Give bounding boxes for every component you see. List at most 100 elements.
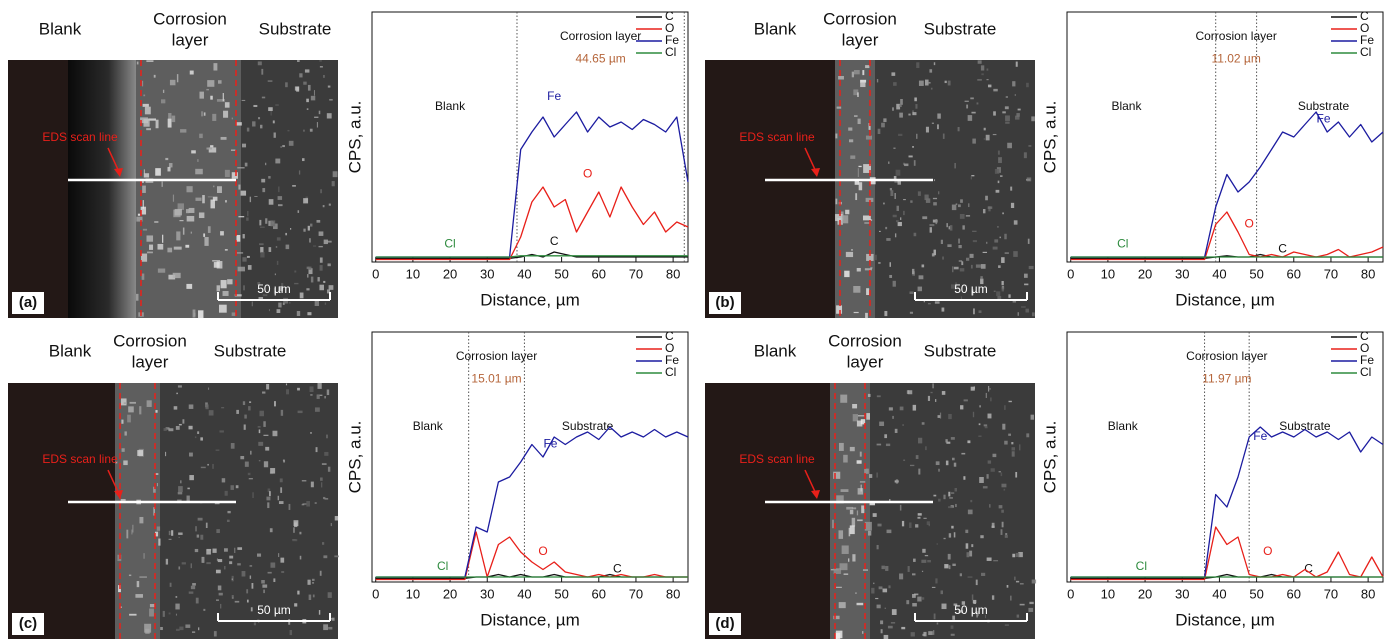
texture-speck [833, 472, 840, 479]
texture-speck [852, 507, 856, 509]
texture-speck [150, 604, 155, 607]
texture-speck [232, 579, 233, 580]
series-line [376, 532, 688, 580]
x-tick-label: 20 [1138, 586, 1152, 601]
texture-speck [993, 454, 997, 457]
texture-speck [1016, 113, 1019, 117]
texture-speck [881, 566, 884, 569]
texture-speck [200, 535, 203, 540]
sem-image: EDS scan line50 µm(c) [8, 383, 339, 639]
texture-speck [951, 492, 954, 494]
texture-speck [268, 176, 270, 179]
texture-speck [836, 199, 838, 205]
texture-speck [935, 578, 937, 583]
texture-speck [278, 496, 279, 500]
texture-speck [308, 226, 310, 231]
texture-speck [163, 611, 165, 617]
series-line [376, 112, 688, 257]
texture-speck [135, 594, 143, 598]
texture-speck [277, 261, 278, 265]
texture-speck [170, 80, 176, 85]
texture-speck [216, 570, 221, 574]
texture-speck [995, 169, 999, 174]
texture-speck [303, 130, 304, 132]
x-tick-label: 0 [372, 266, 379, 281]
texture-speck [985, 426, 988, 428]
texture-speck [850, 447, 855, 451]
texture-speck [197, 535, 199, 538]
texture-speck [222, 478, 225, 482]
x-tick-label: 40 [517, 266, 531, 281]
texture-speck [897, 206, 899, 211]
texture-speck [1031, 415, 1034, 420]
texture-speck [904, 164, 908, 167]
texture-speck [298, 411, 303, 413]
texture-speck [889, 275, 892, 278]
texture-speck [878, 129, 881, 134]
texture-speck [245, 462, 249, 467]
texture-speck [206, 89, 209, 90]
x-tick-label: 70 [1324, 266, 1338, 281]
texture-speck [165, 452, 166, 456]
texture-speck [900, 407, 904, 411]
texture-speck [960, 573, 962, 576]
header-layer: Corrosion [823, 9, 897, 28]
texture-speck [961, 453, 965, 455]
texture-speck [972, 139, 976, 144]
texture-speck [313, 595, 315, 598]
texture-speck [266, 384, 269, 389]
texture-speck [328, 592, 332, 598]
texture-speck [225, 491, 228, 496]
texture-speck [962, 225, 964, 229]
texture-speck [279, 501, 284, 504]
texture-speck [1001, 472, 1003, 476]
texture-speck [253, 492, 254, 498]
texture-speck [944, 564, 948, 568]
x-axis-title: Distance, µm [1175, 290, 1275, 309]
texture-speck [231, 443, 235, 449]
texture-speck [142, 274, 145, 280]
texture-speck [310, 386, 314, 392]
texture-speck [238, 216, 244, 217]
texture-speck [268, 572, 272, 574]
x-tick-label: 10 [406, 586, 420, 601]
texture-speck [147, 252, 153, 254]
texture-speck [933, 495, 936, 497]
texture-speck [948, 414, 952, 419]
texture-speck [852, 518, 855, 527]
texture-speck [929, 69, 932, 72]
texture-speck [1028, 239, 1030, 244]
x-tick-label: 60 [1287, 266, 1301, 281]
texture-speck [839, 530, 844, 539]
texture-speck [326, 435, 327, 439]
texture-speck [220, 604, 221, 609]
sem-image: EDS scan line50 µm(b) [705, 60, 1035, 318]
texture-speck [223, 291, 229, 296]
texture-speck [903, 460, 905, 461]
texture-speck [858, 166, 861, 167]
texture-speck [840, 395, 847, 403]
series-line [1071, 527, 1383, 580]
y-axis-title: CPS, a.u. [345, 101, 364, 174]
texture-speck [918, 438, 922, 444]
header-blank: Blank [754, 341, 797, 360]
texture-speck [912, 112, 916, 115]
texture-speck [322, 542, 324, 545]
texture-speck [176, 629, 180, 631]
texture-speck [857, 603, 864, 605]
texture-speck [914, 594, 918, 596]
header-blank: Blank [754, 19, 797, 38]
texture-speck [948, 81, 951, 86]
header-layer: layer [132, 352, 169, 371]
texture-speck [290, 630, 293, 635]
series-label: Cl [444, 237, 455, 251]
header-layer: layer [842, 30, 879, 49]
texture-speck [270, 468, 275, 474]
texture-speck [1005, 533, 1007, 535]
texture-speck [176, 393, 178, 394]
texture-speck [958, 245, 961, 248]
texture-speck [903, 424, 904, 425]
texture-speck [306, 288, 309, 290]
texture-speck [174, 406, 178, 409]
texture-speck [859, 182, 862, 190]
